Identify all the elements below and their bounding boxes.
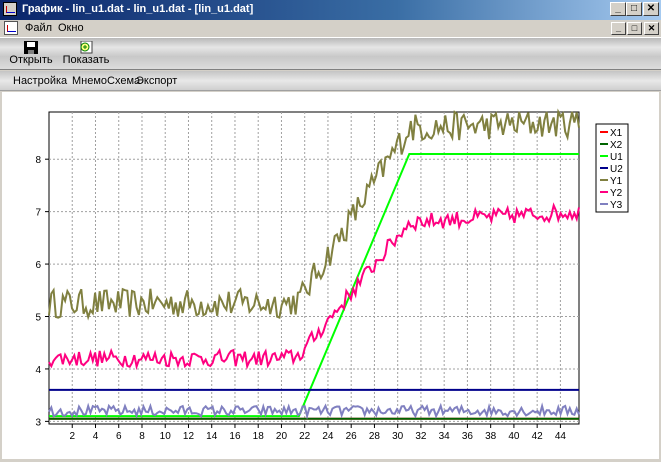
x-tick-label: 26 <box>346 431 358 442</box>
save-disk-icon <box>24 41 38 54</box>
x-tick-label: 18 <box>253 431 265 442</box>
legend-label-x1: X1 <box>610 128 623 139</box>
y-tick-label: 6 <box>35 260 41 271</box>
legend-label-y1: Y1 <box>610 176 623 187</box>
x-tick-label: 44 <box>555 431 567 442</box>
title-bar: График - lin_u1.dat - lin_u1.dat - [lin_… <box>0 0 661 20</box>
line-chart: 2 4 6 8 10 12 14 16 18 20 22 24 26 28 30 32 34 36 38 40 42 44… <box>35 108 629 442</box>
legend-label-y2: Y2 <box>610 188 623 199</box>
x-tick-label: 12 <box>183 431 195 442</box>
x-tick-label: 14 <box>206 431 218 442</box>
x-tick-label: 36 <box>462 431 474 442</box>
window-title: График - lin_u1.dat - lin_u1.dat - [lin_… <box>22 3 254 15</box>
x-tick-label: 10 <box>160 431 172 442</box>
series-line-y2 <box>48 202 580 371</box>
y-tick-label: 5 <box>35 313 41 324</box>
y-tick-label: 4 <box>35 365 41 376</box>
show-button[interactable]: Показать <box>60 39 112 69</box>
y-tick-label: 7 <box>35 208 41 219</box>
legend-label-u1: U1 <box>610 152 623 163</box>
x-tick-label: 38 <box>485 431 497 442</box>
x-tick-label: 16 <box>229 431 241 442</box>
x-tick-label: 8 <box>139 431 145 442</box>
x-tick-label: 20 <box>276 431 288 442</box>
x-tick-label: 22 <box>299 431 311 442</box>
menu-bar: Файл Окно _ □ ✕ <box>0 20 661 37</box>
close-button[interactable]: ✕ <box>643 2 659 16</box>
menu-file[interactable]: Файл <box>25 22 53 34</box>
x-tick-label: 28 <box>369 431 381 442</box>
x-axis-ticks: 2 4 6 8 10 12 14 16 18 20 22 24 26 28 30 32 34 36 38 40 42 44 <box>69 424 566 442</box>
legend-label-u2: U2 <box>610 164 623 175</box>
series-line-y1 <box>48 108 580 321</box>
open-button[interactable]: Открыть <box>6 39 56 69</box>
x-tick-label: 32 <box>415 431 427 442</box>
maximize-button[interactable]: □ <box>626 2 642 16</box>
minimize-button[interactable]: _ <box>610 2 626 16</box>
menu-window[interactable]: Окно <box>58 22 84 34</box>
x-tick-label: 42 <box>532 431 544 442</box>
grid <box>49 112 579 424</box>
y-tick-label: 3 <box>35 417 41 428</box>
doc-minimize-button[interactable]: _ <box>611 22 626 35</box>
toolbar: Открыть Показать <box>0 37 661 70</box>
x-tick-label: 4 <box>93 431 99 442</box>
secondary-menu-bar: Настройка МнемоСхема Экспорт <box>0 71 661 91</box>
open-label: Открыть <box>9 54 53 66</box>
app-icon[interactable] <box>3 2 17 16</box>
x-tick-label: 6 <box>116 431 122 442</box>
series-line-u1 <box>49 152 579 418</box>
menu-settings[interactable]: Настройка <box>13 75 68 87</box>
series-lines <box>48 108 580 420</box>
x-tick-label: 30 <box>392 431 404 442</box>
y-axis-ticks: 3 4 5 6 7 8 <box>35 155 49 428</box>
document-icon[interactable] <box>4 21 18 35</box>
x-tick-label: 34 <box>439 431 451 442</box>
doc-restore-button[interactable]: □ <box>627 22 642 35</box>
menu-mnemoscheme[interactable]: МнемоСхема <box>72 75 141 87</box>
show-icon <box>80 41 93 54</box>
x-tick-label: 40 <box>508 431 520 442</box>
series-line-y3 <box>48 402 580 420</box>
y-tick-label: 8 <box>35 155 41 166</box>
legend-label-x2: X2 <box>610 140 623 151</box>
chart-area: 2 4 6 8 10 12 14 16 18 20 22 24 26 28 30 32 34 36 38 40 42 44… <box>2 92 659 459</box>
x-tick-label: 2 <box>69 431 75 442</box>
menu-export[interactable]: Экспорт <box>136 75 178 87</box>
doc-close-button[interactable]: ✕ <box>644 22 659 35</box>
x-tick-label: 24 <box>322 431 334 442</box>
show-label: Показать <box>62 54 110 66</box>
legend-label-y3: Y3 <box>610 200 623 211</box>
